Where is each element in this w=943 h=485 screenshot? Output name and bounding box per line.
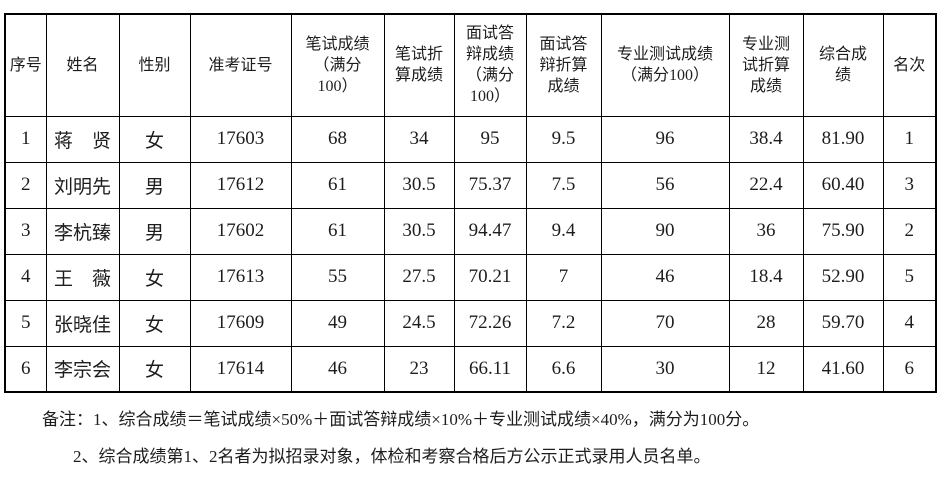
cell-name: 蒋 贤 (45, 115, 120, 163)
cell-ticket: 17609 (189, 299, 292, 347)
cell-professional-score: 56 (600, 161, 730, 209)
cell-professional-score: 30 (600, 345, 730, 393)
cell-no: 1 (4, 115, 47, 163)
cell-professional-converted: 12 (728, 345, 804, 393)
cell-professional-score: 96 (600, 115, 730, 163)
cell-professional-converted: 18.4 (728, 253, 804, 301)
footnote-formula: 备注：1、综合成绩＝笔试成绩×50%＋面试答辩成绩×10%＋专业测试成绩×40%… (42, 410, 760, 429)
column-header-written-converted: 笔试折 算成绩 (383, 13, 455, 117)
cell-written-score: 61 (290, 207, 385, 255)
table-row: 2 刘明先 男 17612 61 30.5 75.37 7.5 56 22.4 … (4, 161, 937, 209)
cell-written-score: 68 (290, 115, 385, 163)
cell-ticket: 17612 (189, 161, 292, 209)
cell-defense-score: 95 (453, 115, 527, 163)
cell-written-converted: 27.5 (383, 253, 455, 301)
cell-ticket: 17602 (189, 207, 292, 255)
column-header-gender: 性别 (118, 13, 191, 117)
column-header-defense-converted: 面试答 辩折算 成绩 (525, 13, 602, 117)
cell-defense-score: 70.21 (453, 253, 527, 301)
cell-gender: 女 (118, 345, 191, 393)
cell-rank: 3 (882, 161, 937, 209)
cell-professional-score: 90 (600, 207, 730, 255)
table-row: 3 李杭臻 男 17602 61 30.5 94.47 9.4 90 36 75… (4, 207, 937, 255)
column-header-ticket: 准考证号 (189, 13, 292, 117)
cell-no: 5 (4, 299, 47, 347)
column-header-professional-score: 专业测试成绩 （满分100） (600, 13, 730, 117)
cell-name: 刘明先 (45, 161, 120, 209)
cell-professional-converted: 38.4 (728, 115, 804, 163)
cell-rank: 4 (882, 299, 937, 347)
cell-gender: 男 (118, 161, 191, 209)
cell-defense-converted: 7.2 (525, 299, 602, 347)
cell-defense-score: 75.37 (453, 161, 527, 209)
cell-gender: 女 (118, 299, 191, 347)
table-row: 5 张晓佳 女 17609 49 24.5 72.26 7.2 70 28 59… (4, 299, 937, 347)
cell-written-converted: 30.5 (383, 161, 455, 209)
cell-rank: 6 (882, 345, 937, 393)
cell-no: 2 (4, 161, 47, 209)
cell-defense-converted: 7 (525, 253, 602, 301)
cell-written-score: 49 (290, 299, 385, 347)
cell-name: 李宗会 (45, 345, 120, 393)
cell-professional-score: 46 (600, 253, 730, 301)
cell-defense-score: 66.11 (453, 345, 527, 393)
cell-written-score: 46 (290, 345, 385, 393)
cell-professional-converted: 36 (728, 207, 804, 255)
cell-defense-converted: 9.4 (525, 207, 602, 255)
cell-no: 6 (4, 345, 47, 393)
cell-no: 4 (4, 253, 47, 301)
cell-gender: 女 (118, 115, 191, 163)
cell-name: 张晓佳 (45, 299, 120, 347)
column-header-total-score: 综合成 绩 (802, 13, 884, 117)
column-header-rank: 名次 (882, 13, 937, 117)
cell-gender: 男 (118, 207, 191, 255)
column-header-professional-converted: 专业测 试折算 成绩 (728, 13, 804, 117)
cell-rank: 1 (882, 115, 937, 163)
cell-defense-converted: 6.6 (525, 345, 602, 393)
cell-ticket: 17603 (189, 115, 292, 163)
column-header-written-score: 笔试成绩 （满分 100） (290, 13, 385, 117)
cell-written-score: 55 (290, 253, 385, 301)
cell-total-score: 52.90 (802, 253, 884, 301)
cell-written-converted: 34 (383, 115, 455, 163)
cell-written-converted: 23 (383, 345, 455, 393)
cell-defense-converted: 7.5 (525, 161, 602, 209)
footnote-hiring-rule: 2、综合成绩第1、2名者为拟招录对象，体检和考察合格后方公示正式录用人员名单。 (73, 446, 711, 466)
cell-written-converted: 24.5 (383, 299, 455, 347)
cell-total-score: 75.90 (802, 207, 884, 255)
cell-defense-converted: 9.5 (525, 115, 602, 163)
table-row: 1 蒋 贤 女 17603 68 34 95 9.5 96 38.4 81.90… (4, 115, 937, 163)
cell-defense-score: 72.26 (453, 299, 527, 347)
cell-defense-score: 94.47 (453, 207, 527, 255)
cell-professional-score: 70 (600, 299, 730, 347)
cell-ticket: 17614 (189, 345, 292, 393)
cell-total-score: 41.60 (802, 345, 884, 393)
exam-score-table: 序号 姓名 性别 准考证号 笔试成绩 （满分 100） 笔试折 算成绩 面试答 … (4, 13, 937, 393)
footnotes: 备注：1、综合成绩＝笔试成绩×50%＋面试答辩成绩×10%＋专业测试成绩×40%… (0, 408, 943, 469)
table-row: 4 王 薇 女 17613 55 27.5 70.21 7 46 18.4 52… (4, 253, 937, 301)
cell-total-score: 60.40 (802, 161, 884, 209)
cell-gender: 女 (118, 253, 191, 301)
column-header-defense-score: 面试答 辩成绩 （满分 100） (453, 13, 527, 117)
cell-rank: 2 (882, 207, 937, 255)
cell-name: 王 薇 (45, 253, 120, 301)
cell-no: 3 (4, 207, 47, 255)
table-row: 6 李宗会 女 17614 46 23 66.11 6.6 30 12 41.6… (4, 345, 937, 393)
cell-total-score: 59.70 (802, 299, 884, 347)
column-header-name: 姓名 (45, 13, 120, 117)
header-row: 序号 姓名 性别 准考证号 笔试成绩 （满分 100） 笔试折 算成绩 面试答 … (4, 13, 937, 117)
column-header-no: 序号 (4, 13, 47, 117)
cell-written-converted: 30.5 (383, 207, 455, 255)
cell-written-score: 61 (290, 161, 385, 209)
cell-total-score: 81.90 (802, 115, 884, 163)
cell-rank: 5 (882, 253, 937, 301)
cell-professional-converted: 28 (728, 299, 804, 347)
cell-ticket: 17613 (189, 253, 292, 301)
cell-professional-converted: 22.4 (728, 161, 804, 209)
cell-name: 李杭臻 (45, 207, 120, 255)
